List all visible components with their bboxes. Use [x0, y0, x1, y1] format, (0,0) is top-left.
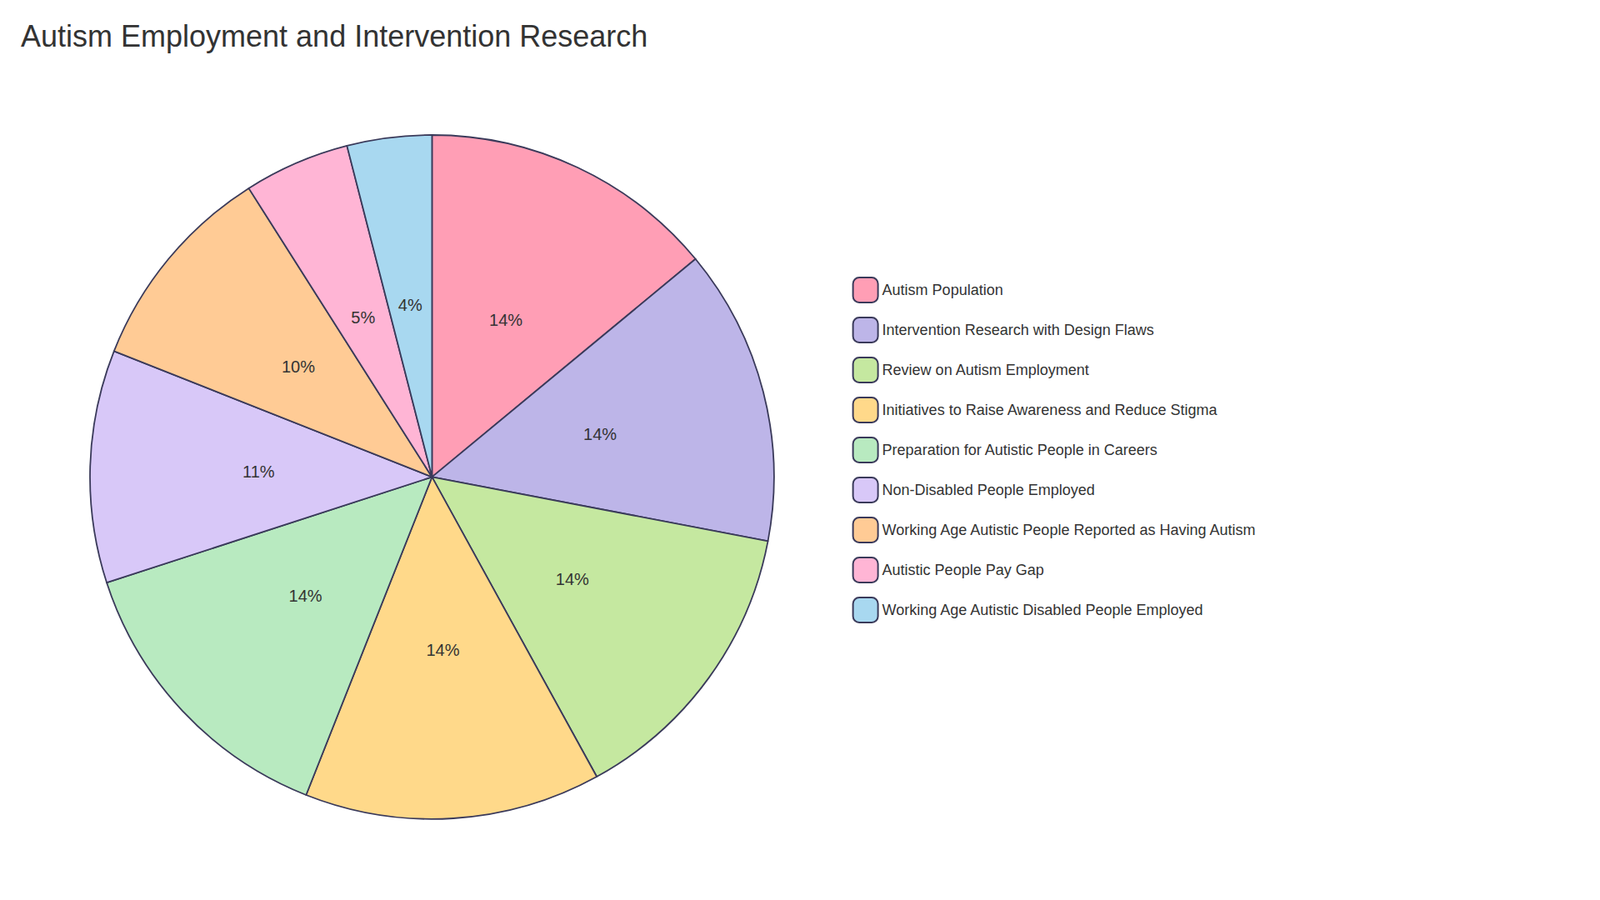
svg-text:14%: 14%: [583, 425, 617, 444]
svg-text:5%: 5%: [350, 308, 375, 327]
svg-text:10%: 10%: [281, 357, 315, 376]
svg-text:Review on Autism Employment: Review on Autism Employment: [882, 361, 1090, 379]
svg-text:Intervention Research with Des: Intervention Research with Design Flaws: [882, 321, 1155, 339]
svg-text:Working Age Autistic People Re: Working Age Autistic People Reported as …: [882, 521, 1256, 539]
svg-text:4%: 4%: [398, 295, 423, 315]
svg-text:Autism Population: Autism Population: [882, 281, 1004, 299]
svg-text:11%: 11%: [242, 462, 275, 481]
svg-text:Autistic People Pay Gap: Autistic People Pay Gap: [882, 561, 1045, 579]
svg-text:Working Age Autistic Disabled: Working Age Autistic Disabled People Emp…: [882, 601, 1204, 619]
svg-text:14%: 14%: [489, 310, 523, 330]
svg-text:14%: 14%: [289, 586, 323, 605]
svg-text:14%: 14%: [425, 640, 460, 660]
svg-text:Non-Disabled People Employed: Non-Disabled People Employed: [882, 481, 1095, 499]
svg-text:Autism Employment and Interven: Autism Employment and Intervention Resea…: [20, 19, 648, 54]
svg-text:Preparation for Autistic Peopl: Preparation for Autistic People in Caree…: [882, 441, 1158, 459]
svg-text:14%: 14%: [555, 570, 590, 589]
svg-text:Initiatives to Raise Awareness: Initiatives to Raise Awareness and Reduc…: [882, 401, 1219, 419]
